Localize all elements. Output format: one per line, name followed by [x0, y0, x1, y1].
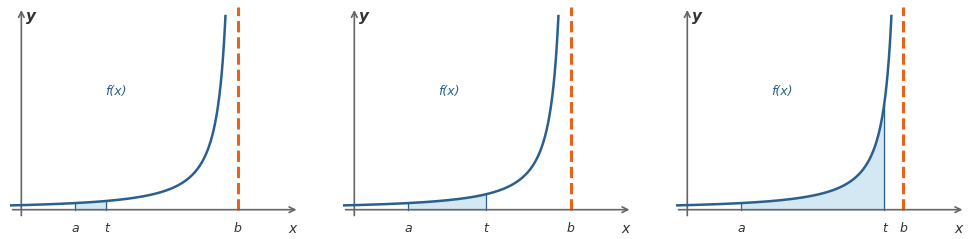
Text: b: b [566, 222, 574, 235]
Text: f(x): f(x) [105, 85, 127, 98]
Text: y: y [26, 9, 36, 24]
Text: f(x): f(x) [438, 85, 459, 98]
Text: x: x [288, 222, 296, 236]
Text: b: b [900, 222, 908, 235]
Text: a: a [405, 222, 412, 235]
Text: t: t [103, 222, 108, 235]
Text: y: y [692, 9, 702, 24]
Text: t: t [881, 222, 886, 235]
Text: x: x [621, 222, 629, 236]
Text: b: b [234, 222, 242, 235]
Text: f(x): f(x) [771, 85, 793, 98]
Text: a: a [71, 222, 79, 235]
Text: x: x [954, 222, 962, 236]
Text: y: y [359, 9, 369, 24]
Text: a: a [737, 222, 745, 235]
Text: t: t [484, 222, 488, 235]
